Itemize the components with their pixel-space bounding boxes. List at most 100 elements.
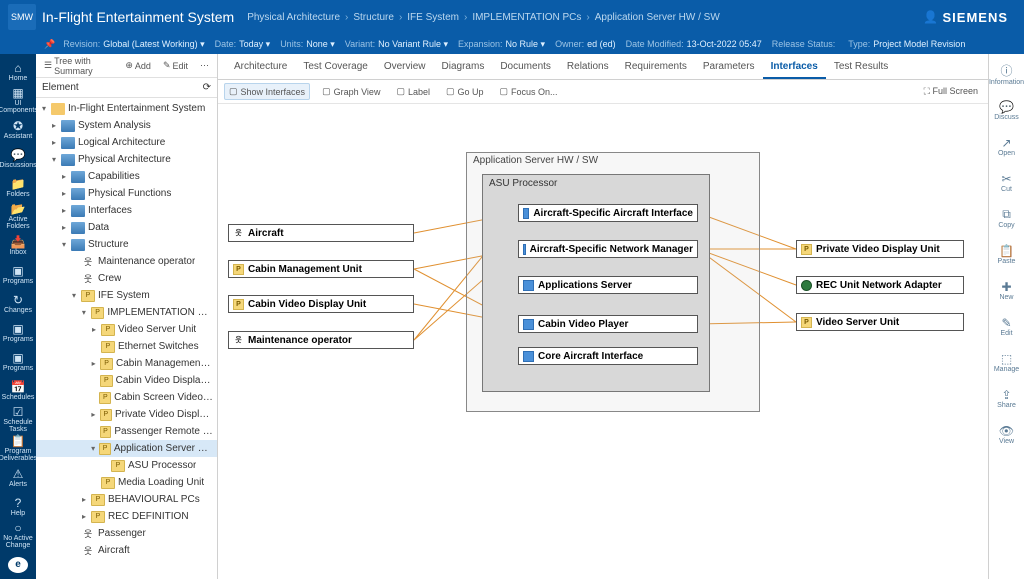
pin-icon[interactable]: 📌 (44, 39, 55, 50)
tab-test-results[interactable]: Test Results (826, 56, 896, 79)
diagram-node-cvp[interactable]: Cabin Video Player (518, 315, 698, 333)
tree-expand-arrow[interactable]: ▸ (80, 495, 88, 504)
meta-value[interactable]: No Rule ▾ (506, 39, 546, 49)
rightrail-paste[interactable]: 📋Paste (992, 238, 1022, 270)
leftrail-changes[interactable]: ↻Changes (2, 290, 34, 317)
tree-row[interactable]: PCabin Video Display Unit (36, 372, 217, 389)
user-avatar[interactable]: e (8, 557, 28, 573)
leftrail-programs[interactable]: ▣Programs (2, 348, 34, 375)
diagram-node-rec[interactable]: REC Unit Network Adapter (796, 276, 964, 294)
breadcrumb-item[interactable]: Physical Architecture (247, 12, 340, 23)
tree-row[interactable]: PEthernet Switches (36, 338, 217, 355)
tree-row[interactable]: ▾Structure (36, 236, 217, 253)
tab-interfaces[interactable]: Interfaces (763, 56, 826, 79)
rightrail-open[interactable]: ↗Open (992, 130, 1022, 162)
tree-view-mode[interactable]: ☰ Tree with Summary (40, 54, 117, 78)
tree-row[interactable]: ▸PBEHAVIOURAL PCs (36, 491, 217, 508)
tab-architecture[interactable]: Architecture (226, 56, 295, 79)
leftrail-alerts[interactable]: ⚠Alerts (2, 464, 34, 491)
tab-test-coverage[interactable]: Test Coverage (295, 56, 375, 79)
tree-expand-arrow[interactable]: ▾ (50, 155, 58, 164)
tree-row[interactable]: ▾In-Flight Entertainment System (36, 100, 217, 117)
tree-row[interactable]: ▸Logical Architecture (36, 134, 217, 151)
tree-row[interactable]: 웃Maintenance operator (36, 253, 217, 270)
user-icon[interactable]: 👤 (922, 9, 938, 25)
tree-expand-arrow[interactable]: ▾ (40, 104, 48, 113)
diagram-node-maint[interactable]: 웃Maintenance operator (228, 331, 414, 349)
diagram-node-apps[interactable]: Applications Server (518, 276, 698, 294)
diagram-node-aircraft[interactable]: 웃Aircraft (228, 224, 414, 242)
tree-row[interactable]: PMedia Loading Unit (36, 474, 217, 491)
tab-requirements[interactable]: Requirements (617, 56, 695, 79)
tree-row[interactable]: 웃Crew (36, 270, 217, 287)
diagram-node-asnm[interactable]: Aircraft-Specific Network Manager (518, 240, 698, 258)
leftrail-active-folders[interactable]: 📂Active Folders (2, 203, 34, 230)
viewbar-focus-on-[interactable]: ▢Focus On... (496, 84, 562, 99)
viewbar-graph-view[interactable]: ▢Graph View (318, 84, 384, 99)
meta-value[interactable]: None ▾ (306, 39, 335, 49)
tab-documents[interactable]: Documents (492, 56, 559, 79)
viewbar-show-interfaces[interactable]: ▢Show Interfaces (224, 83, 310, 100)
tree-row[interactable]: ▸Capabilities (36, 168, 217, 185)
tree-expand-arrow[interactable]: ▾ (70, 291, 78, 300)
viewbar-go-up[interactable]: ▢Go Up (442, 84, 488, 99)
tree-row[interactable]: ▸PVideo Server Unit (36, 321, 217, 338)
tree-row[interactable]: ▸PPrivate Video Display Unit (36, 406, 217, 423)
tree-expand-arrow[interactable]: ▸ (60, 189, 68, 198)
diagram-node-cmu[interactable]: PCabin Management Unit (228, 260, 414, 278)
rightrail-view[interactable]: 👁View (992, 418, 1022, 450)
tree-row[interactable]: ▾PApplication Server HW / SW (36, 440, 217, 457)
breadcrumb-item[interactable]: IFE System (407, 12, 459, 23)
tree-expand-arrow[interactable]: ▸ (90, 359, 97, 368)
tree-expand-arrow[interactable]: ▸ (80, 512, 88, 521)
tree-add-button[interactable]: ⊕ Add (121, 58, 155, 73)
leftrail-folders[interactable]: 📁Folders (2, 174, 34, 201)
tree-expand-arrow[interactable]: ▸ (60, 223, 68, 232)
rightrail-copy[interactable]: ⧉Copy (992, 202, 1022, 234)
breadcrumb-item[interactable]: Structure (353, 12, 394, 23)
leftrail-ui-components[interactable]: ▦UI Components (2, 87, 34, 114)
leftrail-program-deliverables[interactable]: 📋Program Deliverables (2, 435, 34, 462)
leftrail-help[interactable]: ?Help (2, 493, 34, 520)
diagram-node-vsu[interactable]: PVideo Server Unit (796, 313, 964, 331)
meta-value[interactable]: 13-Oct-2022 05:47 (687, 39, 762, 49)
tree-row[interactable]: 웃Passenger (36, 525, 217, 542)
tree-expand-arrow[interactable]: ▾ (60, 240, 68, 249)
tree-expand-arrow[interactable]: ▾ (80, 308, 88, 317)
diagram-node-asai[interactable]: Aircraft-Specific Aircraft Interface (518, 204, 698, 222)
leftrail-assistant[interactable]: ✪Assistant (2, 116, 34, 143)
tree-refresh-icon[interactable]: ⟳ (203, 82, 211, 93)
tree-expand-arrow[interactable]: ▸ (90, 325, 98, 334)
tree-edit-button[interactable]: ✎ Edit (159, 58, 192, 73)
diagram-node-cvdu[interactable]: PCabin Video Display Unit (228, 295, 414, 313)
tree-row[interactable]: PCabin Screen Video Splitter (36, 389, 217, 406)
meta-value[interactable]: Project Model Revision (873, 39, 965, 49)
diagram-canvas[interactable]: Application Server HW / SWASU Processor웃… (218, 104, 988, 579)
leftrail-home[interactable]: ⌂Home (2, 58, 34, 85)
tree-row[interactable]: ▸Physical Functions (36, 185, 217, 202)
tree-row[interactable]: ▸Interfaces (36, 202, 217, 219)
meta-value[interactable]: Today ▾ (239, 39, 270, 49)
tree-expand-arrow[interactable]: ▸ (60, 206, 68, 215)
leftrail-no-active-change[interactable]: ○No Active Change (2, 522, 34, 549)
tree-more-button[interactable]: ⋯ (196, 58, 213, 73)
tree-row[interactable]: 웃Aircraft (36, 542, 217, 559)
tree-row[interactable]: ▸PCabin Management Unit (36, 355, 217, 372)
app-logo[interactable]: SMW (8, 4, 36, 30)
tab-relations[interactable]: Relations (559, 56, 617, 79)
tree-row[interactable]: ▾PIFE System (36, 287, 217, 304)
tree-expand-arrow[interactable]: ▸ (60, 172, 68, 181)
rightrail-information[interactable]: ⓘInformation (992, 58, 1022, 90)
tree-row[interactable]: PASU Processor (36, 457, 217, 474)
rightrail-discuss[interactable]: 💬Discuss (992, 94, 1022, 126)
rightrail-manage[interactable]: ⬚Manage (992, 346, 1022, 378)
tab-parameters[interactable]: Parameters (695, 56, 763, 79)
leftrail-programs[interactable]: ▣Programs (2, 319, 34, 346)
leftrail-inbox[interactable]: 📥Inbox (2, 232, 34, 259)
tree-row[interactable]: ▸PREC DEFINITION (36, 508, 217, 525)
tree-row[interactable]: ▸Data (36, 219, 217, 236)
viewbar-label[interactable]: ▢Label (392, 84, 434, 99)
rightrail-edit[interactable]: ✎Edit (992, 310, 1022, 342)
tree-expand-arrow[interactable]: ▸ (90, 410, 97, 419)
tree-expand-arrow[interactable]: ▸ (50, 121, 58, 130)
